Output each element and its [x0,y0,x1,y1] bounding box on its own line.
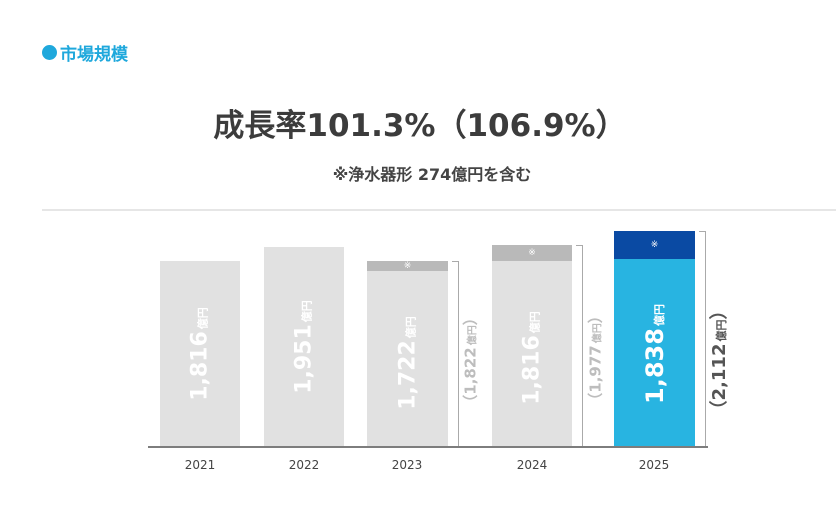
total-label-2025: （2,112億円） [709,301,730,419]
bar-value: 1,816億円 [519,310,545,405]
total-label-2023: （1,822億円） [461,310,480,410]
water-purifier-segment: ※ [367,261,448,271]
water-purifier-segment: ※ [492,245,572,261]
bar-value: 1,838億円 [640,303,669,404]
bar-2023: ※ 1,722億円 [367,261,448,446]
section-title: 市場規模 [42,40,128,65]
growth-rate-headline: 成長率101.3%（106.9%） [213,108,627,144]
note-subline: ※浄水器形 274億円を含む [332,165,532,184]
x-label-2024: 2024 [516,458,548,472]
total-bracket-2024 [576,245,583,447]
x-label-2021: 2021 [184,458,216,472]
total-bracket-2023 [452,261,459,447]
bar-value: 1,951億円 [291,299,317,394]
water-purifier-segment: ※ [614,231,695,259]
x-label-2025: 2025 [638,458,670,472]
divider [42,209,836,211]
total-label-2024: （1,977億円） [586,308,605,408]
section-title-text: 市場規模 [60,45,128,65]
bar-value: 1,816億円 [187,306,213,401]
bar-2025: ※ 1,838億円 [614,231,695,446]
bullet-dot-icon [42,45,57,60]
bar-2022: 1,951億円 [264,247,344,446]
bar-2021: 1,816億円 [160,261,240,446]
bar-value: 1,722億円 [395,315,420,410]
x-axis [148,446,708,448]
x-label-2023: 2023 [391,458,423,472]
bar-2024: ※ 1,816億円 [492,245,572,446]
x-label-2022: 2022 [288,458,320,472]
